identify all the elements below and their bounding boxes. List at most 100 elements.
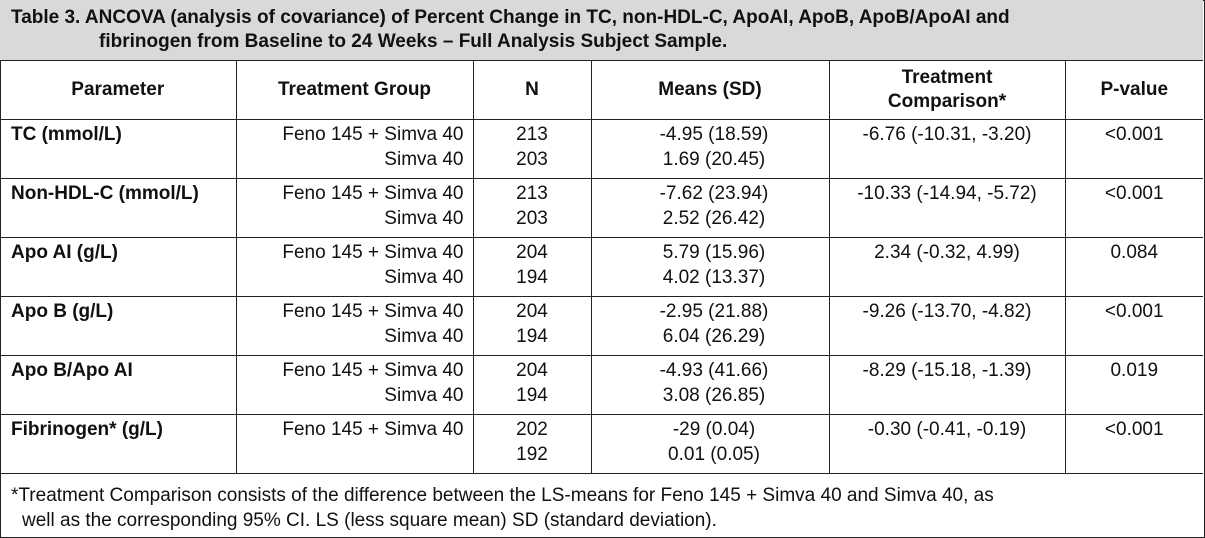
pvalue-cell: <0.001	[1064, 296, 1203, 356]
table-row: Non-HDL-C (mmol/L) Feno 145 + Simva 40 Sim…	[0, 178, 1203, 238]
treatment-group-cell-value: Feno 145 + Simva 40	[282, 124, 464, 145]
pvalue-cell: <0.001	[1064, 119, 1203, 179]
means-cell: -2.95 (21.88) 6.04 (26.29)	[590, 296, 830, 356]
n-cell-value: 204	[516, 301, 548, 322]
n-cell-value: 202	[516, 419, 548, 440]
pvalue-cell: 0.084	[1064, 237, 1203, 297]
pvalue-cell: 0.019	[1064, 355, 1203, 415]
n-cell-value: 192	[516, 444, 548, 465]
means-cell-value: 3.08 (26.85)	[662, 385, 766, 406]
treatment-group-cell-value: Simva 40	[384, 149, 464, 170]
header-n: N	[472, 60, 592, 120]
header-treatment-group: Treatment Group	[235, 60, 474, 120]
treatment-group-cell-value: Simva 40	[384, 385, 464, 406]
header-comparison-line-2: Comparison*	[887, 91, 1007, 112]
parameter-cell: Apo B/Apo AI	[0, 355, 237, 415]
pvalue-cell-value: 0.084	[1110, 242, 1159, 263]
pvalue-cell: <0.001	[1064, 414, 1203, 474]
n-cell-value: 194	[516, 267, 548, 288]
means-cell-value: 2.52 (26.42)	[662, 208, 766, 229]
parameter-cell-value: Apo B (g/L)	[11, 301, 114, 322]
n-cell: 204 194	[472, 355, 592, 415]
means-cell-value: -2.95 (21.88)	[659, 301, 769, 322]
n-cell-value: 204	[516, 242, 548, 263]
means-cell: -7.62 (23.94) 2.52 (26.42)	[590, 178, 830, 238]
means-cell-value: -7.62 (23.94)	[659, 183, 769, 204]
means-cell-value: 1.69 (20.45)	[662, 149, 766, 170]
n-cell-value: 203	[516, 208, 548, 229]
treatment-group-cell: Feno 145 + Simva 40	[235, 414, 474, 474]
treatment-group-cell-value: Feno 145 + Simva 40	[282, 360, 464, 381]
treatment-group-cell: Feno 145 + Simva 40 Simva 40	[235, 296, 474, 356]
treatment-group-cell-value: Simva 40	[384, 267, 464, 288]
pvalue-cell-value: <0.001	[1104, 301, 1164, 322]
n-cell: 213 203	[472, 119, 592, 179]
n-cell: 204 194	[472, 237, 592, 297]
pvalue-cell-value: <0.001	[1104, 419, 1164, 440]
treatment-comparison-cell: -10.33 (-14.94, -5.72)	[828, 178, 1066, 238]
header-means: Means (SD)	[590, 60, 830, 120]
n-cell-value: 213	[516, 183, 548, 204]
means-cell-value: 5.79 (15.96)	[662, 242, 766, 263]
pvalue-cell-value: 0.019	[1110, 360, 1159, 381]
treatment-group-cell: Feno 145 + Simva 40 Simva 40	[235, 237, 474, 297]
means-cell-value: 6.04 (26.29)	[662, 326, 766, 347]
table-row: Fibrinogen* (g/L) Feno 145 + Simva 40 202 1…	[0, 414, 1203, 474]
footnote-line-1: *Treatment Comparison consists of the di…	[11, 485, 994, 506]
treatment-group-cell: Feno 145 + Simva 40 Simva 40	[235, 355, 474, 415]
parameter-cell-value: TC (mmol/L)	[11, 124, 122, 145]
header-parameter: Parameter	[0, 60, 237, 120]
pvalue-cell-value: <0.001	[1104, 124, 1164, 145]
means-cell: 5.79 (15.96) 4.02 (13.37)	[590, 237, 830, 297]
title-line-1: Table 3. ANCOVA (analysis of covariance)…	[11, 7, 1010, 28]
n-cell-value: 194	[516, 385, 548, 406]
pvalue-cell: <0.001	[1064, 178, 1203, 238]
treatment-comparison-cell-value: -8.29 (-15.18, -1.39)	[862, 360, 1032, 381]
parameter-cell: Apo AI (g/L)	[0, 237, 237, 297]
treatment-group-cell-value: Simva 40	[384, 326, 464, 347]
treatment-group-cell: Feno 145 + Simva 40 Simva 40	[235, 178, 474, 238]
header-treatment-comparison: Treatment Comparison*	[828, 60, 1066, 120]
means-cell-value: -29 (0.04)	[672, 419, 756, 440]
treatment-comparison-cell-value: -9.26 (-13.70, -4.82)	[862, 301, 1032, 322]
header-row: Parameter Treatment Group N Means (SD) T…	[0, 60, 1203, 120]
header-pvalue: P-value	[1064, 60, 1203, 120]
n-cell: 202 192	[472, 414, 592, 474]
treatment-comparison-cell: -8.29 (-15.18, -1.39)	[828, 355, 1066, 415]
treatment-comparison-cell: -6.76 (-10.31, -3.20)	[828, 119, 1066, 179]
ancova-table: Parameter Treatment Group N Means (SD) T…	[0, 60, 1203, 474]
parameter-cell: Apo B (g/L)	[0, 296, 237, 356]
treatment-comparison-cell-value: 2.34 (-0.32, 4.99)	[874, 242, 1020, 263]
n-cell: 204 194	[472, 296, 592, 356]
parameter-cell: TC (mmol/L)	[0, 119, 237, 179]
n-cell: 213 203	[472, 178, 592, 238]
footnote: *Treatment Comparison consists of the di…	[0, 478, 1203, 536]
means-cell-value: 0.01 (0.05)	[668, 444, 760, 465]
parameter-cell-value: Non-HDL-C (mmol/L)	[11, 183, 199, 204]
parameter-cell-value: Apo B/Apo AI	[11, 360, 133, 381]
parameter-cell: Fibrinogen* (g/L)	[0, 414, 237, 474]
table-title: Table 3. ANCOVA (analysis of covariance)…	[0, 0, 1203, 61]
parameter-cell-value: Fibrinogen* (g/L)	[11, 419, 163, 440]
header-comparison-line-1: Treatment	[901, 67, 993, 88]
n-cell-value: 204	[516, 360, 548, 381]
treatment-comparison-cell-value: -10.33 (-14.94, -5.72)	[857, 183, 1037, 204]
means-cell: -4.95 (18.59) 1.69 (20.45)	[590, 119, 830, 179]
footnote-line-2: well as the corresponding 95% CI. LS (le…	[22, 510, 717, 531]
treatment-group-cell-value: Feno 145 + Simva 40	[282, 183, 464, 204]
treatment-comparison-cell-value: -6.76 (-10.31, -3.20)	[862, 124, 1032, 145]
treatment-comparison-cell: -0.30 (-0.41, -0.19)	[828, 414, 1066, 474]
treatment-comparison-cell: -9.26 (-13.70, -4.82)	[828, 296, 1066, 356]
title-line-2: fibrinogen from Baseline to 24 Weeks – F…	[99, 31, 728, 52]
table-row: Apo B/Apo AI Feno 145 + Simva 40 Simva 40 2…	[0, 355, 1203, 415]
treatment-comparison-cell-value: -0.30 (-0.41, -0.19)	[867, 419, 1027, 440]
table-row: Apo B (g/L) Feno 145 + Simva 40 Simva 40 20…	[0, 296, 1203, 356]
parameter-cell: Non-HDL-C (mmol/L)	[0, 178, 237, 238]
n-cell-value: 194	[516, 326, 548, 347]
parameter-cell-value: Apo AI (g/L)	[11, 242, 118, 263]
means-cell-value: -4.93 (41.66)	[659, 360, 769, 381]
treatment-group-cell-value: Feno 145 + Simva 40	[282, 242, 464, 263]
table-row: TC (mmol/L) Feno 145 + Simva 40 Simva 40 21…	[0, 119, 1203, 179]
n-cell-value: 203	[516, 149, 548, 170]
means-cell-value: 4.02 (13.37)	[662, 267, 766, 288]
